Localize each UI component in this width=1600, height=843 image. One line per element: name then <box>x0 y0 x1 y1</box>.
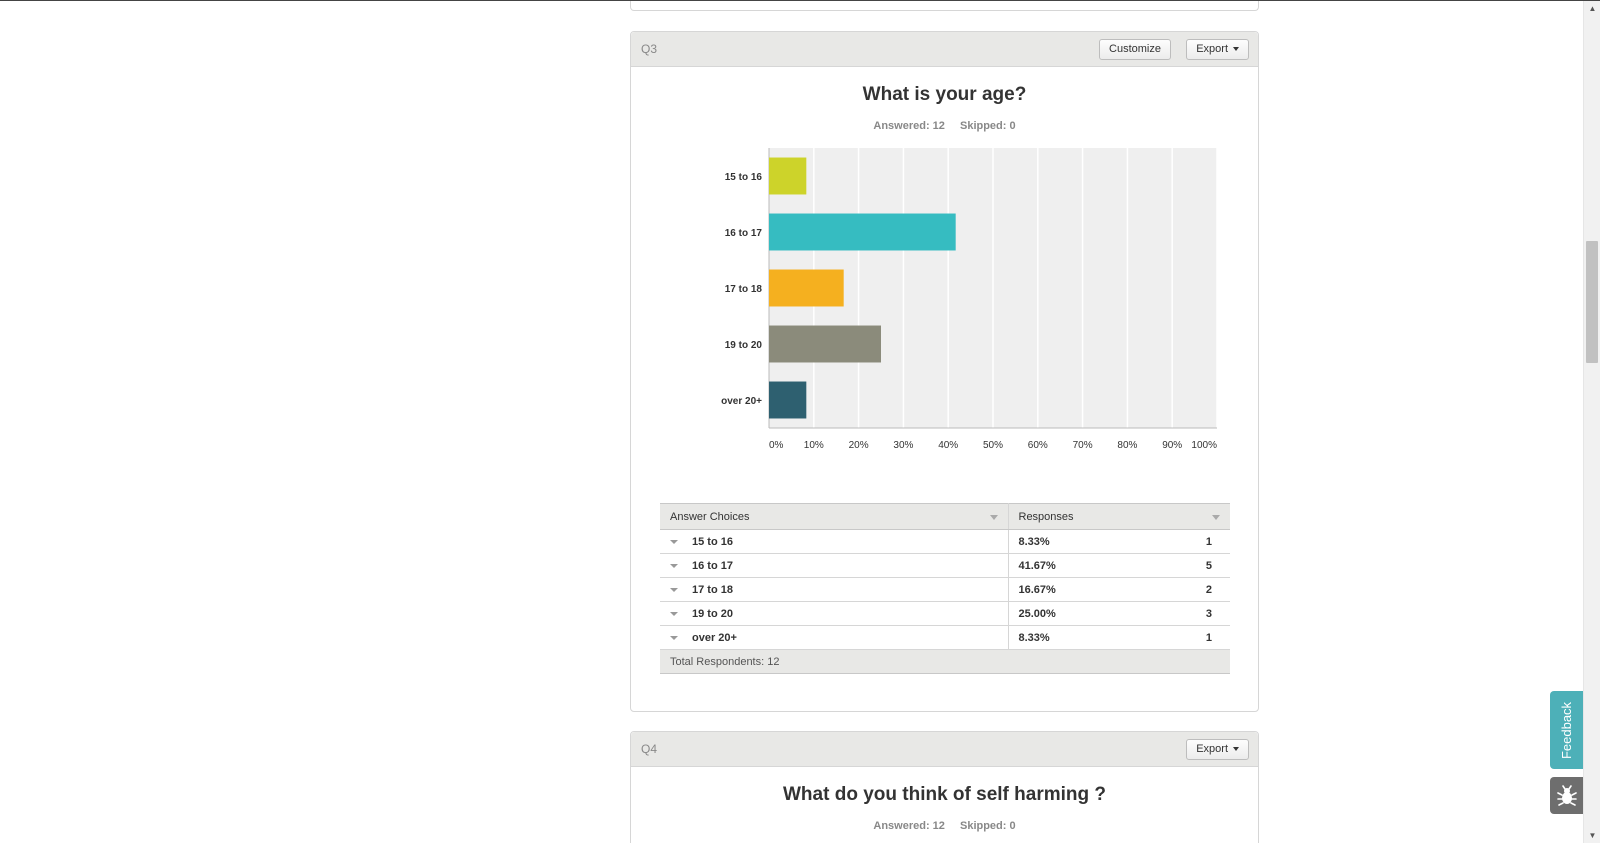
bug-report-button[interactable] <box>1550 777 1583 814</box>
y-category-label: over 20+ <box>721 396 762 407</box>
answered-count: Answered: 12 <box>873 820 945 832</box>
responses-header-label: Responses <box>1018 510 1074 523</box>
row-caret-icon[interactable] <box>670 563 678 568</box>
answered-count: Answered: 12 <box>873 120 945 132</box>
scroll-up-arrow-icon[interactable]: ▲ <box>1588 4 1597 13</box>
answer-choices-header[interactable]: Answer Choices <box>660 503 1009 530</box>
table-body: 15 to 16 8.33% 1 16 to 17 41.67% 5 17 to 18 16.… <box>660 529 1230 650</box>
bar[interactable] <box>769 213 956 251</box>
skipped-count: Skipped: 0 <box>959 820 1016 832</box>
x-tick-label: 80% <box>1117 440 1137 451</box>
table-row: 16 to 17 41.67% 5 <box>660 553 1230 578</box>
answer-choice-label: over 20+ <box>692 631 737 644</box>
question-header: Q3 Customize Export <box>631 32 1258 67</box>
question-card-q3: Q3 Customize Export What is your age? An… <box>630 31 1259 712</box>
answer-choice-cell: 17 to 18 <box>660 577 1009 602</box>
table-header-row: Answer Choices Responses <box>660 503 1230 530</box>
table-row: 17 to 18 16.67% 2 <box>660 577 1230 602</box>
row-caret-icon[interactable] <box>670 635 678 640</box>
row-caret-icon[interactable] <box>670 587 678 592</box>
answer-choice-label: 15 to 16 <box>692 535 733 548</box>
response-percent: 16.67% <box>1008 577 1156 602</box>
table-row: over 20+ 8.33% 1 <box>660 625 1230 650</box>
x-tick-label: 60% <box>1028 440 1048 451</box>
response-percent: 8.33% <box>1008 625 1156 650</box>
answer-choice-cell: 19 to 20 <box>660 601 1009 626</box>
answer-choice-cell: 16 to 17 <box>660 553 1009 578</box>
bug-icon <box>1556 784 1577 806</box>
answer-choice-label: 16 to 17 <box>692 559 733 572</box>
sort-caret-icon[interactable] <box>1212 515 1220 520</box>
bar[interactable] <box>769 269 844 307</box>
x-tick-label: 20% <box>849 440 869 451</box>
x-tick-label: 90% <box>1162 440 1182 451</box>
x-tick-label: 30% <box>893 440 913 451</box>
export-button[interactable]: Export <box>1186 739 1249 760</box>
answer-choice-label: 19 to 20 <box>692 607 733 620</box>
scroll-thumb[interactable] <box>1586 241 1598 363</box>
feedback-label: Feedback <box>1559 701 1574 759</box>
question-card-q4: Q4 Export What do you think of self harm… <box>630 731 1259 843</box>
question-title: What is your age? <box>862 84 1027 105</box>
caret-down-icon <box>1233 747 1239 752</box>
total-row: Total Respondents: 12 <box>660 649 1230 674</box>
feedback-tab[interactable]: Feedback <box>1550 691 1583 769</box>
response-count[interactable]: 2 <box>1155 577 1230 602</box>
question-header: Q4 Export <box>631 732 1258 767</box>
question-number: Q3 <box>641 42 658 56</box>
answer-choices-header-label: Answer Choices <box>670 510 750 523</box>
response-percent: 8.33% <box>1008 529 1156 554</box>
y-category-label: 19 to 20 <box>725 340 763 351</box>
skipped-count: Skipped: 0 <box>959 120 1016 132</box>
question-stats: Answered: 12 Skipped: 0 <box>631 120 1258 132</box>
previous-question-card <box>630 1 1259 11</box>
responses-header[interactable]: Responses <box>1008 503 1230 530</box>
response-percent: 41.67% <box>1008 553 1156 578</box>
chart-svg: 0% 10% 20% 30% 40% 50% 60% 70% 80% 90% 100% 15 to 1… <box>721 148 1218 451</box>
responses-table: Answer Choices Responses 15 to 16 8.33% 1 1… <box>660 503 1230 674</box>
y-category-label: 16 to 17 <box>725 228 763 239</box>
bar[interactable] <box>769 157 807 195</box>
x-tick-label: 0% <box>769 440 784 451</box>
bar[interactable] <box>769 381 807 419</box>
scroll-down-arrow-icon[interactable]: ▼ <box>1588 831 1597 840</box>
x-tick-label: 40% <box>938 440 958 451</box>
answer-choice-cell: over 20+ <box>660 625 1009 650</box>
answer-choice-label: 17 to 18 <box>692 583 733 596</box>
table-row: 15 to 16 8.33% 1 <box>660 529 1230 554</box>
question-stats: Answered: 12 Skipped: 0 <box>631 820 1258 832</box>
table-row: 19 to 20 25.00% 3 <box>660 601 1230 626</box>
customize-button[interactable]: Customize <box>1099 39 1171 60</box>
row-caret-icon[interactable] <box>670 611 678 616</box>
vertical-scrollbar[interactable]: ▲ ▼ <box>1583 1 1600 843</box>
response-count[interactable]: 1 <box>1155 625 1230 650</box>
x-tick-label: 100% <box>1191 440 1217 451</box>
age-bar-chart: 0% 10% 20% 30% 40% 50% 60% 70% 80% 90% 100% 15 to 1… <box>711 144 1231 464</box>
total-respondents: Total Respondents: 12 <box>660 649 1230 674</box>
y-category-label: 17 to 18 <box>725 284 763 295</box>
caret-down-icon <box>1233 47 1239 52</box>
response-percent: 25.00% <box>1008 601 1156 626</box>
question-number: Q4 <box>641 742 658 756</box>
sort-caret-icon[interactable] <box>989 515 998 520</box>
export-label: Export <box>1196 43 1228 55</box>
answer-choice-cell: 15 to 16 <box>660 529 1009 554</box>
export-button[interactable]: Export <box>1186 39 1249 60</box>
response-count[interactable]: 1 <box>1155 529 1230 554</box>
y-category-label: 15 to 16 <box>725 172 763 183</box>
question-title: What do you think of self harming ? <box>783 784 1106 805</box>
row-caret-icon[interactable] <box>670 539 678 544</box>
x-tick-label: 10% <box>804 440 824 451</box>
x-tick-label: 50% <box>983 440 1003 451</box>
export-label: Export <box>1196 743 1228 755</box>
response-count[interactable]: 5 <box>1155 553 1230 578</box>
bar[interactable] <box>769 325 881 363</box>
response-count[interactable]: 3 <box>1155 601 1230 626</box>
x-tick-label: 70% <box>1073 440 1093 451</box>
